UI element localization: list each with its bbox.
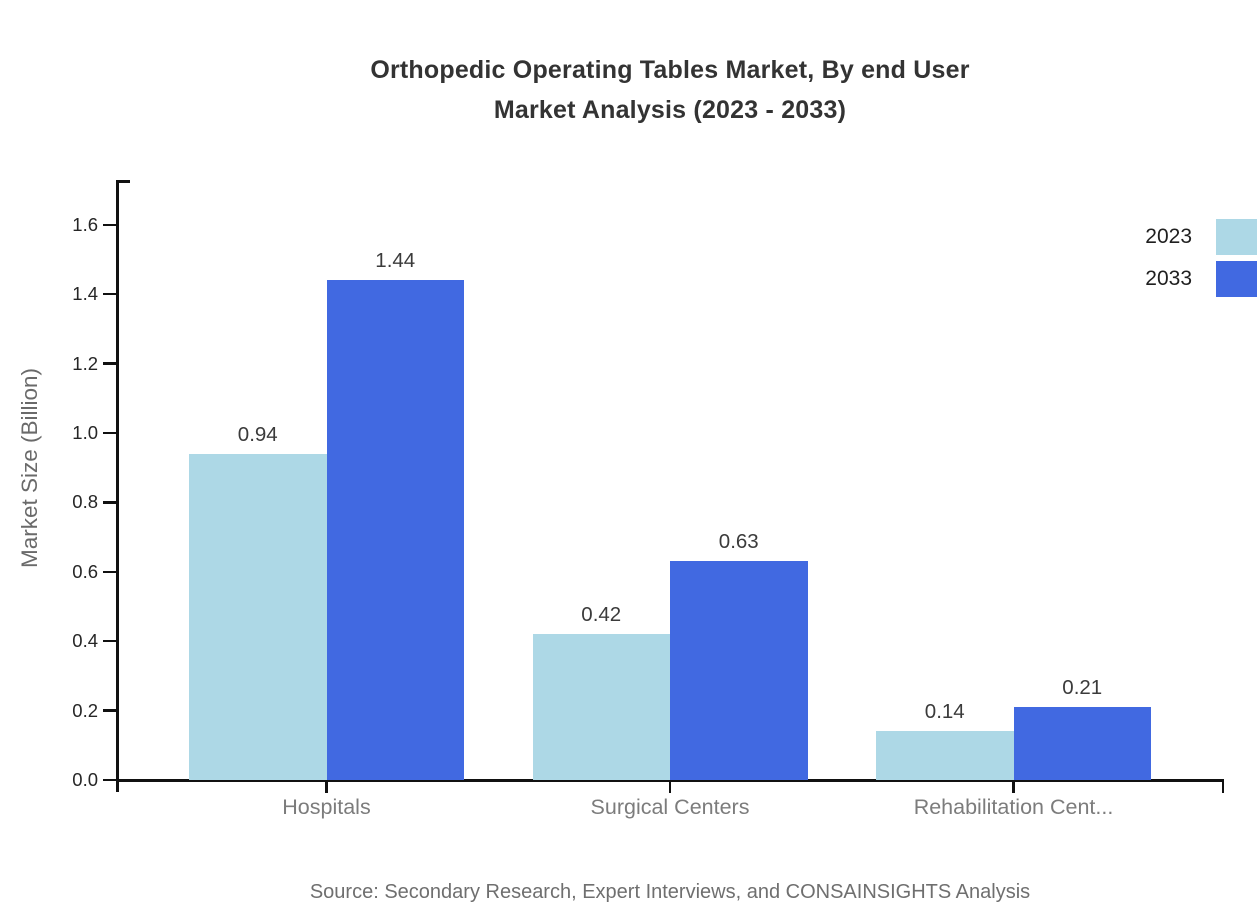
bar-value-label: 0.94 xyxy=(237,422,278,446)
y-tick-mark xyxy=(103,570,116,574)
x-tick-mark xyxy=(1012,781,1015,793)
legend-label-2023: 2023 xyxy=(1145,225,1192,248)
chart-title-line2: Market Analysis (2023 - 2033) xyxy=(493,96,847,124)
bar-2023-2 xyxy=(876,731,1014,780)
y-tick-label: 1.0 xyxy=(72,422,98,443)
y-tick-mark xyxy=(103,292,116,296)
x-category-label: Surgical Centers xyxy=(590,795,750,819)
y-tick-label: 1.4 xyxy=(72,283,98,305)
bar-value-label: 0.14 xyxy=(924,700,965,724)
chart-title: Orthopedic Operating Tables Market, By e… xyxy=(80,50,1260,130)
bar-2033-2 xyxy=(1013,707,1151,780)
y-tick-label: 1.2 xyxy=(72,352,98,374)
y-tick-mark xyxy=(103,709,116,712)
y-tick-label: 0.0 xyxy=(72,769,98,790)
bar-value-label: 0.42 xyxy=(581,603,622,627)
x-category-label: Hospitals xyxy=(282,795,371,819)
bar-value-label: 1.44 xyxy=(375,249,416,273)
x-tick-mark xyxy=(325,781,328,793)
bar-2023-1 xyxy=(532,634,670,780)
y-tick-mark xyxy=(103,223,116,227)
source-note: Source: Secondary Research, Expert Inter… xyxy=(309,881,1031,903)
x-tick-mark xyxy=(668,781,672,793)
bar-2033-0 xyxy=(326,280,464,780)
y-tick-mark xyxy=(103,362,116,365)
legend-swatch-2023 xyxy=(1216,219,1257,255)
y-tick-label: 1.6 xyxy=(72,213,98,235)
bar-2023-0 xyxy=(189,453,327,780)
y-tick-mark xyxy=(103,431,116,435)
y-tick-label: 0.6 xyxy=(72,560,98,582)
y-tick-mark xyxy=(103,778,116,782)
y-tick-label: 0.4 xyxy=(72,630,98,652)
y-tick-label: 0.2 xyxy=(72,699,98,721)
x-axis-line xyxy=(116,778,1224,782)
y-tick-mark xyxy=(103,501,116,504)
y-axis-line xyxy=(116,180,119,792)
legend-swatch-2033 xyxy=(1216,261,1257,297)
y-tick-mark xyxy=(103,639,116,643)
bar-value-label: 0.63 xyxy=(718,530,759,554)
bar-2033-1 xyxy=(670,561,808,780)
y-tick-label: 0.8 xyxy=(72,491,98,513)
legend-label-2033: 2033 xyxy=(1145,267,1192,290)
x-category-label: Rehabilitation Cent... xyxy=(913,795,1114,819)
y-axis-top-cap xyxy=(116,180,130,183)
chart-title-line1: Orthopedic Operating Tables Market, By e… xyxy=(370,56,970,84)
bar-value-label: 0.21 xyxy=(1062,676,1103,700)
x-axis-end-cap xyxy=(1221,778,1224,793)
